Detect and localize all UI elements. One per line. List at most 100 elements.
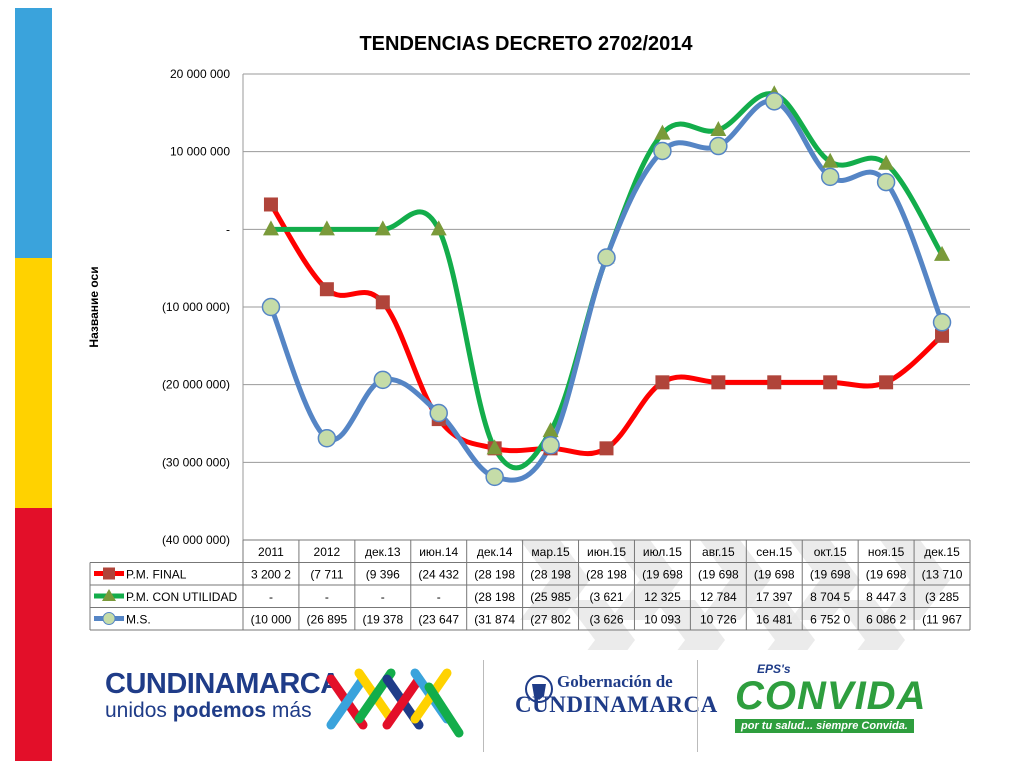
data-point-util — [878, 154, 895, 170]
watermark-chevron — [880, 540, 950, 620]
slogan-part-3: más — [266, 699, 312, 722]
table-cell: (28 198 — [586, 568, 627, 582]
table-cell: (23 647 — [418, 613, 459, 627]
data-point-ms — [876, 172, 896, 192]
series-name-final: P.M. FINAL — [126, 568, 187, 582]
legend-marker — [103, 567, 115, 580]
data-point-ms — [541, 436, 560, 455]
table-header-cell: дек.13 — [365, 545, 401, 559]
stripe-red — [15, 508, 52, 761]
legend-key-util — [94, 589, 124, 601]
data-point-ms — [820, 167, 840, 187]
table-cell: 10 093 — [644, 613, 681, 627]
table-cell: (28 198 — [474, 568, 515, 582]
data-point-final — [599, 441, 614, 456]
table-header-cell: окт.15 — [814, 545, 847, 559]
chart-title: TENDENCIAS DECRETO 2702/2014 — [359, 33, 693, 55]
data-point-util — [542, 422, 559, 438]
data-point-ms — [932, 313, 952, 332]
y-axis-label: Название оси — [87, 266, 101, 347]
data-point-ms — [597, 248, 616, 267]
stripe-blue — [15, 8, 52, 258]
coat-of-arms-icon — [525, 675, 553, 703]
table-cell: - — [269, 590, 273, 604]
data-point-ms — [709, 136, 728, 156]
table-header-cell: 2012 — [314, 545, 341, 559]
table-header-cell: 2011 — [258, 545, 284, 559]
table-cell: (11 967 — [922, 613, 962, 627]
eps-label: EPS's — [757, 662, 791, 676]
legend-key-ms — [94, 612, 124, 625]
table-cell: (28 198 — [530, 568, 571, 582]
data-point-util — [262, 220, 279, 236]
table-cell: (19 698 — [866, 568, 907, 582]
gobernacion-line1: Gobernación de — [557, 672, 673, 691]
legend-key-final — [94, 567, 124, 580]
table-cell: 10 726 — [700, 613, 737, 627]
series-name-ms: M.S. — [126, 613, 151, 627]
table-cell: 3 200 2 — [251, 568, 291, 582]
table-cell: 6 752 0 — [810, 613, 850, 627]
table-cell: - — [437, 590, 441, 604]
convida-name: CONVIDA — [735, 674, 927, 718]
gridlines — [242, 73, 970, 541]
data-point-final — [879, 375, 894, 390]
table-cell: (28 198 — [474, 590, 515, 604]
convida-tagline: por tu salud... siempre Convida. — [735, 719, 914, 733]
table-cell: (10 000 — [251, 613, 292, 627]
legend-marker — [102, 612, 116, 625]
table-header-cell: мар.15 — [531, 545, 570, 559]
table-header-cell: авг.15 — [702, 545, 735, 559]
background-watermark — [520, 540, 950, 650]
data-point-final — [375, 295, 390, 310]
slogan-part-1: unidos — [105, 699, 173, 722]
y-tick-label: 20 000 000 — [170, 67, 230, 81]
table-header-cell: дек.15 — [924, 545, 960, 559]
table-cell: 8 447 3 — [866, 590, 906, 604]
logo-divider-2 — [697, 660, 698, 752]
table-cell: (25 985 — [530, 590, 571, 604]
data-point-util — [934, 245, 951, 261]
data-point-final — [823, 375, 838, 390]
table-cell: 17 397 — [756, 590, 793, 604]
table-cell: 12 784 — [700, 590, 737, 604]
data-table: 2011 2012 дек.13 июн.14 дек.14 мар.15 июн.15 ию… — [89, 539, 971, 631]
data-point-final — [711, 375, 726, 390]
y-tick-label: 10 000 000 — [170, 145, 230, 159]
slogan-part-2: podemos — [172, 699, 267, 722]
table-cell: (3 626 — [589, 613, 623, 627]
data-point-ms — [317, 428, 337, 448]
data-point-final — [767, 375, 782, 390]
stripe-yellow — [15, 258, 52, 508]
table-cell: (19 698 — [642, 568, 683, 582]
data-point-util — [374, 220, 391, 236]
cundinamarca-slogan: unidos podemos más — [105, 699, 341, 723]
data-point-util — [486, 439, 503, 455]
data-point-ms — [429, 403, 448, 423]
table-header-cell: дек.14 — [477, 545, 513, 559]
y-tick-label: - — [226, 222, 230, 236]
series-line-final — [268, 203, 944, 457]
data-point-ms — [653, 141, 672, 161]
series-markers — [261, 85, 952, 487]
table-cell: - — [325, 590, 329, 604]
table-header-cell: июн.15 — [587, 545, 626, 559]
logo-divider — [483, 660, 484, 752]
cundinamarca-logo: CUNDINAMARCA unidos podemos más — [105, 668, 341, 723]
table-cell: (13 710 — [922, 568, 963, 582]
convida-logo: EPS's CONVIDA por tu salud... siempre Co… — [735, 662, 926, 734]
cundinamarca-name: CUNDINAMARCA — [105, 668, 341, 700]
gobernacion-line2: CUNDINAMARCA — [515, 692, 718, 717]
data-point-ms — [485, 467, 504, 487]
data-point-ms — [765, 92, 784, 111]
table-cell: (7 711 — [310, 568, 343, 582]
table-cell: 12 325 — [644, 590, 681, 604]
watermark-chevron — [745, 600, 815, 650]
data-point-util — [318, 220, 335, 236]
data-point-ms — [261, 297, 281, 317]
table-cell: (19 698 — [754, 568, 795, 582]
series-name-util: P.M. CON UTILIDAD — [126, 590, 237, 604]
table-cell: (26 895 — [307, 613, 348, 627]
watermark-chevron — [835, 600, 905, 650]
series-line-ms — [268, 98, 945, 483]
